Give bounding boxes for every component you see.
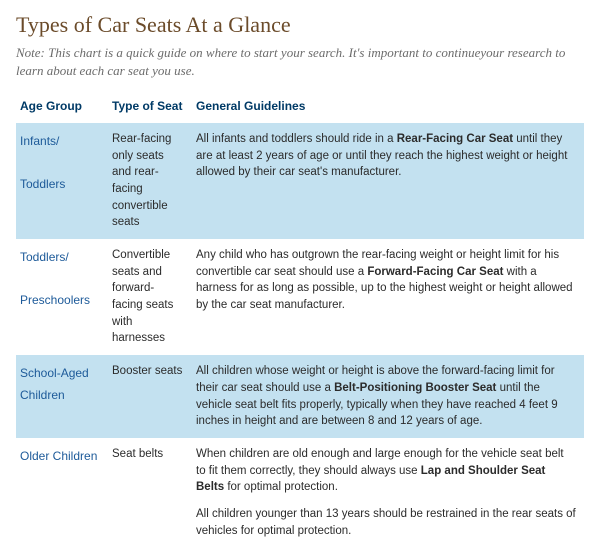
cell-seat: Convertible seats and forward-facing sea… — [108, 239, 192, 355]
guide-text: for optimal protection. — [224, 481, 338, 493]
table-row: Infants/ Toddlers Rear-facing only seats… — [16, 123, 584, 239]
age-text: Infants/ — [20, 134, 59, 148]
carseat-table: Age Group Type of Seat General Guideline… — [16, 93, 584, 547]
guide-bold: Belt-Positioning Booster Seat — [334, 382, 496, 394]
cell-guide: When children are old enough and large e… — [192, 438, 584, 547]
col-age-group: Age Group — [16, 93, 108, 123]
age-text: Preschoolers — [20, 293, 90, 307]
age-text: Toddlers — [20, 177, 65, 191]
col-general-guidelines: General Guidelines — [192, 93, 584, 123]
age-text: Toddlers/ — [20, 250, 69, 264]
col-type-of-seat: Type of Seat — [108, 93, 192, 123]
cell-guide: Any child who has outgrown the rear-faci… — [192, 239, 584, 355]
cell-guide: All infants and toddlers should ride in … — [192, 123, 584, 239]
page-title: Types of Car Seats At a Glance — [16, 12, 584, 38]
cell-seat: Rear-facing only seats and rear-facing c… — [108, 123, 192, 239]
table-header-row: Age Group Type of Seat General Guideline… — [16, 93, 584, 123]
table-row: Toddlers/ Preschoolers Convertible seats… — [16, 239, 584, 355]
cell-age: School-Aged Children — [16, 355, 108, 438]
table-row: Older Children Seat belts When children … — [16, 438, 584, 547]
cell-age: Infants/ Toddlers — [16, 123, 108, 239]
chart-note: Note: This chart is a quick guide on whe… — [16, 44, 584, 79]
cell-age: Older Children — [16, 438, 108, 547]
cell-seat: Seat belts — [108, 438, 192, 547]
table-row: School-Aged Children Booster seats All c… — [16, 355, 584, 438]
age-text: School-Aged Children — [20, 366, 89, 402]
guide-bold: Rear-Facing Car Seat — [397, 133, 513, 145]
guide-bold: Forward-Facing Car Seat — [367, 266, 503, 278]
cell-guide: All children whose weight or height is a… — [192, 355, 584, 438]
cell-seat: Booster seats — [108, 355, 192, 438]
guide-text: All infants and toddlers should ride in … — [196, 133, 397, 145]
cell-age: Toddlers/ Preschoolers — [16, 239, 108, 355]
age-text: Older Children — [20, 449, 97, 463]
guide-extra: All children younger than 13 years shoul… — [196, 506, 576, 539]
